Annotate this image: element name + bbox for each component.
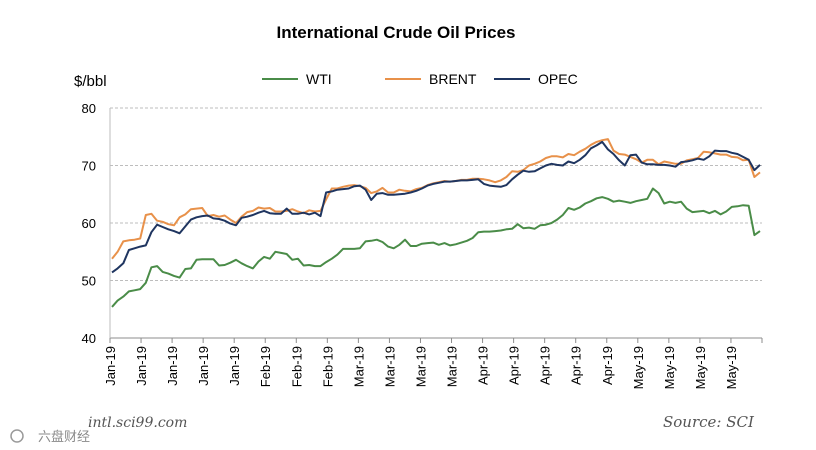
x-tick-label: Apr-19	[600, 346, 615, 385]
series-line-wti	[111, 187, 761, 308]
series-lines	[111, 138, 761, 308]
x-tick-label: Feb-19	[289, 346, 304, 387]
x-tick-label: Jan-19	[134, 346, 149, 386]
x-tick-label: May-19	[724, 346, 739, 389]
x-tick-label: Mar-19	[445, 346, 460, 387]
x-tick-label: Apr-19	[507, 346, 522, 385]
footer: intl.sci99.com Source: SCI 六盘财经	[10, 413, 755, 444]
chart-title: International Crude Oil Prices	[276, 23, 515, 42]
y-tick-label: 80	[82, 101, 96, 116]
x-axis: Jan-19 Jan-19 Jan-19 Jan-19 Jan-19 Feb-19 Feb-…	[103, 108, 763, 389]
legend-label-wti: WTI	[306, 71, 332, 87]
y-ticks: 40 50 60 70 80	[82, 101, 96, 346]
x-tick-label: Jan-19	[227, 346, 242, 386]
x-tick-label: Mar-19	[382, 346, 397, 387]
y-tick-label: 60	[82, 216, 96, 231]
y-tick-label: 50	[82, 274, 96, 289]
y-tick-label: 70	[82, 159, 96, 174]
x-tick-label: Apr-19	[538, 346, 553, 385]
x-tick-label: May-19	[631, 346, 646, 389]
legend: WTI BRENT OPEC	[262, 71, 578, 87]
legend-label-opec: OPEC	[538, 71, 578, 87]
x-tick-label: May-19	[693, 346, 708, 389]
brand-logo: 六盘财经	[10, 429, 90, 444]
legend-label-brent: BRENT	[429, 71, 477, 87]
x-tick-label: Jan-19	[165, 346, 180, 386]
y-tick-label: 40	[82, 331, 96, 346]
brand-text: 六盘财经	[38, 429, 90, 444]
x-tick-label: May-19	[662, 346, 677, 389]
x-tick-label: Jan-19	[103, 346, 118, 386]
website-watermark: intl.sci99.com	[88, 415, 187, 431]
y-axis-label: $/bbl	[74, 73, 107, 90]
x-tick-label: Apr-19	[569, 346, 584, 385]
x-tick-label: Feb-19	[258, 346, 273, 387]
x-tick-label: Mar-19	[413, 346, 428, 387]
y-grid	[110, 107, 762, 281]
brand-logo-icon	[10, 429, 24, 443]
x-tick-label: Feb-19	[320, 346, 335, 387]
source-note: Source: SCI	[663, 413, 755, 431]
x-tick-label: Apr-19	[476, 346, 491, 385]
x-tick-label: Jan-19	[196, 346, 211, 386]
x-tick-label: Mar-19	[351, 346, 366, 387]
series-line-opec	[111, 140, 761, 274]
